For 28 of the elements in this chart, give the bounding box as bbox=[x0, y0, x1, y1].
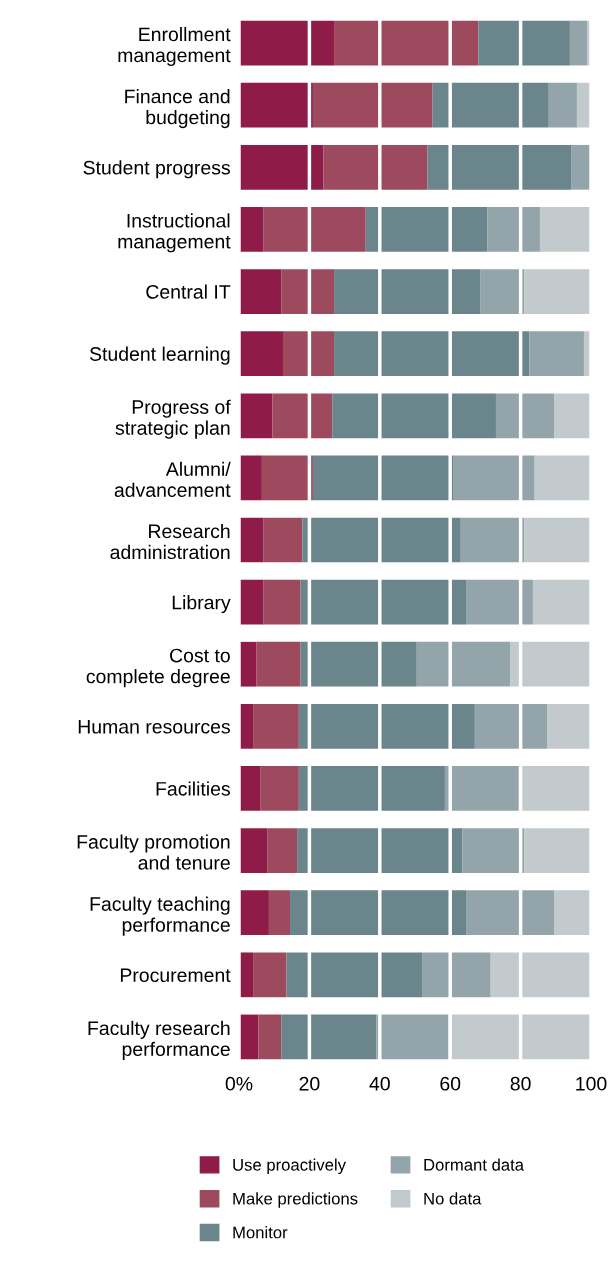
legend-label: Use proactively bbox=[233, 1158, 346, 1175]
y-tick-label: Instructional management bbox=[118, 213, 231, 253]
legend-label: Dormant data bbox=[424, 1158, 525, 1171]
y-tick-label: Central IT bbox=[146, 284, 231, 299]
y-tick-label: Human resources bbox=[78, 720, 230, 734]
y-tick-label: Alumni/ advancement bbox=[114, 461, 231, 497]
x-tick-label: 60 bbox=[440, 1076, 461, 1091]
y-tick-label: Finance and budgeting bbox=[125, 89, 230, 129]
x-tick-label: 80 bbox=[510, 1076, 531, 1091]
y-tick-label: Cost to complete degree bbox=[86, 648, 230, 688]
y-tick-label: Student learning bbox=[89, 346, 230, 365]
y-tick-label: Enrollment management bbox=[118, 26, 231, 67]
legend-label: Make predictions bbox=[233, 1192, 358, 1208]
x-tick-label: 100 bbox=[576, 1076, 607, 1091]
y-tick-label: Faculty promotion and tenure bbox=[77, 834, 230, 870]
y-tick-label: Faculty teaching performance bbox=[90, 896, 230, 936]
y-tick-label: Facilities bbox=[156, 781, 230, 796]
legend-label: Monitor bbox=[233, 1226, 288, 1239]
x-tick-label: 40 bbox=[369, 1076, 390, 1091]
y-tick-label: Faculty research performance bbox=[88, 1020, 230, 1060]
y-tick-label: Student progress bbox=[83, 160, 230, 179]
legend-label: No data bbox=[424, 1192, 482, 1205]
x-tick-label: 20 bbox=[299, 1076, 320, 1091]
y-tick-label: Library bbox=[172, 595, 231, 614]
y-tick-label: Progress of strategic plan bbox=[115, 399, 231, 439]
x-tick-label: 0% bbox=[225, 1076, 253, 1091]
y-tick-label: Research administration bbox=[110, 523, 230, 560]
y-tick-label: Procurement bbox=[120, 968, 231, 983]
